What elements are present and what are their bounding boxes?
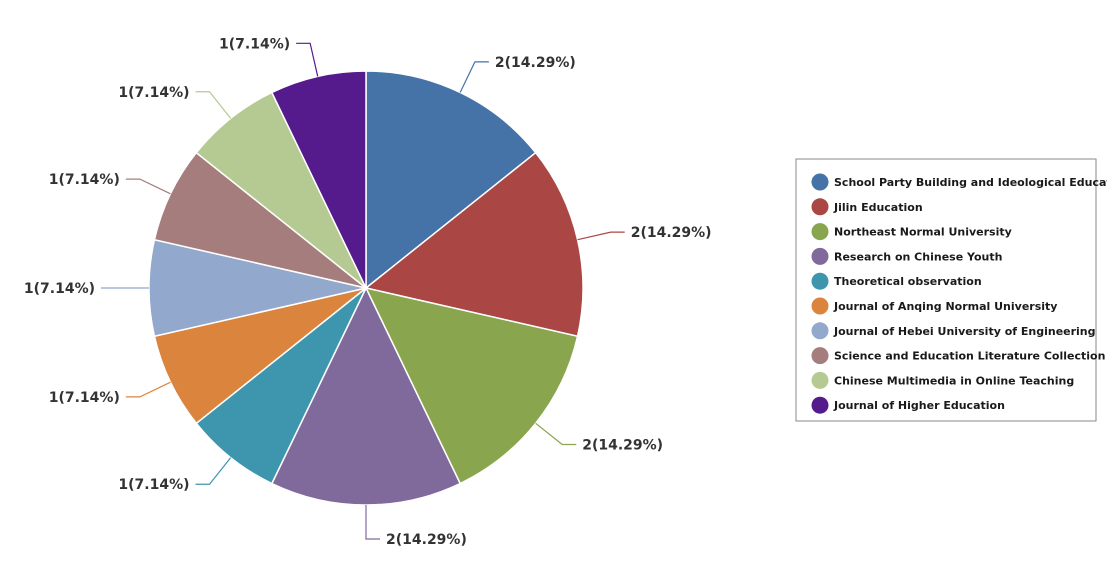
- pie-slices: [148, 70, 584, 506]
- legend-label: Journal of Higher Education: [833, 399, 1005, 412]
- legend-item-6[interactable]: Journal of Anqing Normal University: [811, 297, 1058, 315]
- data-label-5: 1(7.14%): [118, 477, 189, 493]
- legend-marker: [811, 371, 829, 389]
- legend-label: Journal of Hebei University of Engineeri…: [833, 325, 1096, 338]
- legend: School Party Building and Ideological Ed…: [795, 158, 1107, 422]
- data-label-7: 1(7.14%): [24, 281, 95, 297]
- legend-item-2[interactable]: Jilin Education: [811, 198, 923, 216]
- legend-label: Jilin Education: [833, 201, 923, 214]
- legend-marker: [811, 347, 829, 365]
- data-label-3: 2(14.29%): [582, 437, 663, 453]
- data-label-9: 1(7.14%): [118, 85, 189, 101]
- data-labels: 2(14.29%) 2(14.29%) 2(14.29%) 2(14.29%) 1(7.…: [24, 36, 712, 548]
- data-label-8: 1(7.14%): [49, 172, 120, 188]
- legend-item-1[interactable]: School Party Building and Ideological Ed…: [811, 173, 1107, 191]
- legend-marker: [811, 272, 829, 290]
- leader-line-3: [535, 422, 577, 446]
- legend-item-4[interactable]: Research on Chinese Youth: [811, 247, 1003, 265]
- legend-marker: [811, 247, 829, 265]
- legend-item-7[interactable]: Journal of Hebei University of Engineeri…: [811, 322, 1096, 340]
- legend-marker: [811, 223, 829, 241]
- legend-item-3[interactable]: Northeast Normal University: [811, 223, 1012, 241]
- pie-slice-1[interactable]: [365, 70, 537, 290]
- leader-line-5: [195, 457, 232, 485]
- data-label-4: 2(14.29%): [386, 532, 467, 548]
- legend-label: School Party Building and Ideological Ed…: [834, 176, 1107, 189]
- legend-marker: [811, 322, 829, 340]
- legend-label: Chinese Multimedia in Online Teaching: [834, 374, 1074, 387]
- legend-item-5[interactable]: Theoretical observation: [811, 272, 982, 290]
- legend-item-9[interactable]: Chinese Multimedia in Online Teaching: [811, 371, 1075, 389]
- leader-line-9: [195, 91, 232, 119]
- legend-item-8[interactable]: Science and Education Literature Collect…: [811, 347, 1106, 365]
- legend-box: [795, 158, 1097, 422]
- pie-slice-2[interactable]: [364, 151, 584, 338]
- legend-label: Theoretical observation: [834, 275, 982, 288]
- leader-line-6: [125, 381, 171, 398]
- legend-label: Journal of Anqing Normal University: [833, 300, 1057, 313]
- legend-label: Research on Chinese Youth: [834, 250, 1002, 263]
- leader-line-1: [459, 61, 489, 93]
- label-leader-lines: [101, 42, 625, 540]
- data-label-1: 2(14.29%): [495, 55, 576, 71]
- leader-line-8: [125, 178, 171, 195]
- legend-marker: [811, 297, 829, 315]
- pie-slice-4[interactable]: [270, 286, 462, 506]
- data-label-6: 1(7.14%): [49, 390, 120, 406]
- legend-label: Northeast Normal University: [834, 226, 1012, 239]
- data-label-10: 1(7.14%): [219, 36, 290, 52]
- pie-slice-3[interactable]: [364, 286, 579, 485]
- legend-item-10[interactable]: Journal of Higher Education: [811, 396, 1005, 414]
- leader-line-2: [577, 231, 625, 241]
- legend-label: Science and Education Literature Collect…: [834, 350, 1105, 363]
- leader-line-4: [365, 505, 380, 540]
- data-label-2: 2(14.29%): [631, 225, 712, 241]
- legend-marker: [811, 198, 829, 216]
- leader-line-10: [296, 42, 319, 77]
- legend-marker: [811, 173, 829, 191]
- legend-items: School Party Building and Ideological Ed…: [811, 173, 1107, 414]
- legend-marker: [811, 396, 829, 414]
